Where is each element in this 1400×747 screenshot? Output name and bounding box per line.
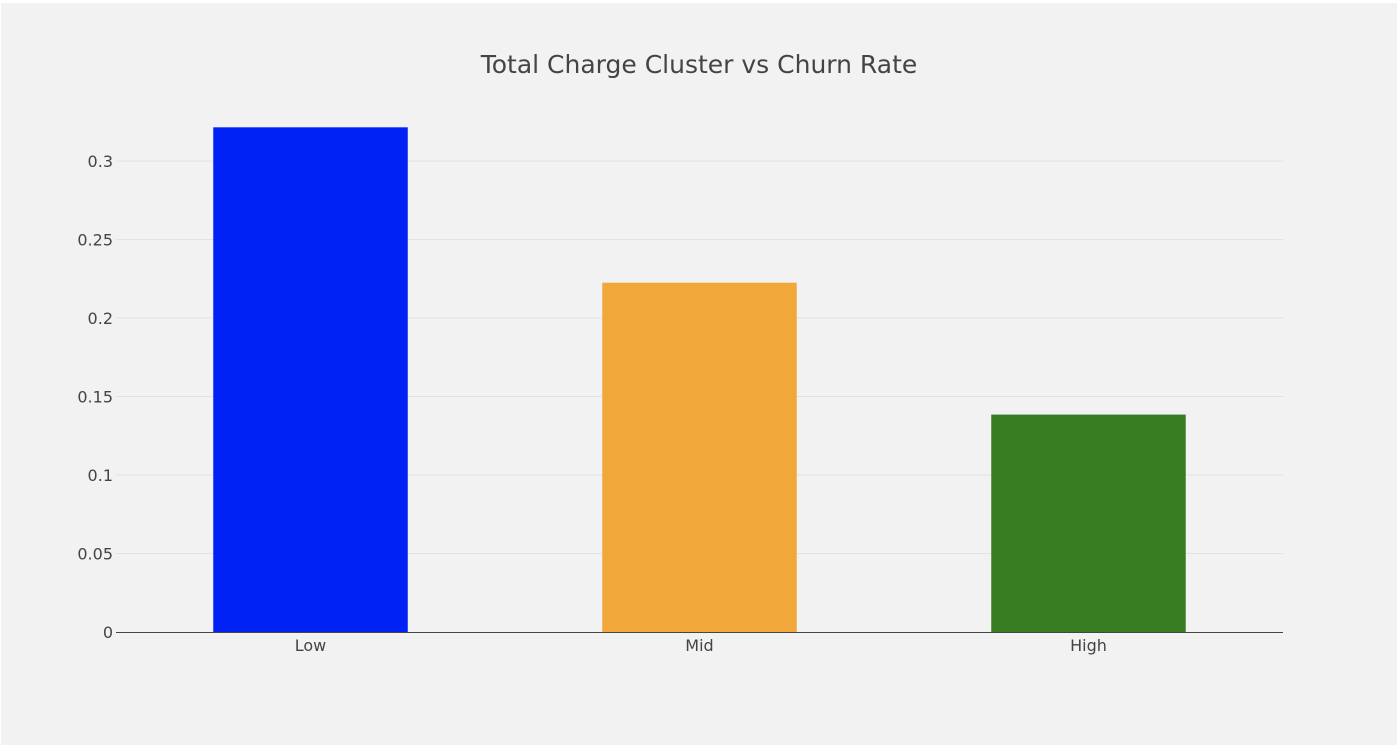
y-tick-label: 0.25 xyxy=(77,231,113,250)
y-tick-label: 0.1 xyxy=(88,466,113,485)
bar-chart: Total Charge Cluster vs Churn Rate 0 0.05… xyxy=(77,50,1283,655)
y-tick-label: 0.05 xyxy=(77,545,113,564)
y-axis-ticks: 0 0.05 0.1 0.15 0.2 0.25 0.3 xyxy=(77,152,113,642)
bar-mid[interactable] xyxy=(602,282,797,632)
bar-low[interactable] xyxy=(213,127,408,632)
x-axis-ticks: Low Mid High xyxy=(295,636,1107,655)
y-tick-label: 0.2 xyxy=(88,309,113,328)
x-tick-label: Mid xyxy=(685,636,713,655)
bar-high[interactable] xyxy=(991,414,1186,632)
y-tick-label: 0.15 xyxy=(77,388,113,407)
chart-title: Total Charge Cluster vs Churn Rate xyxy=(480,50,918,79)
chart-container: Total Charge Cluster vs Churn Rate 0 0.05… xyxy=(1,3,1397,745)
y-tick-label: 0.3 xyxy=(88,152,113,171)
x-tick-label: High xyxy=(1070,636,1107,655)
x-tick-label: Low xyxy=(295,636,327,655)
y-tick-label: 0 xyxy=(103,623,113,642)
bars xyxy=(213,127,1186,632)
